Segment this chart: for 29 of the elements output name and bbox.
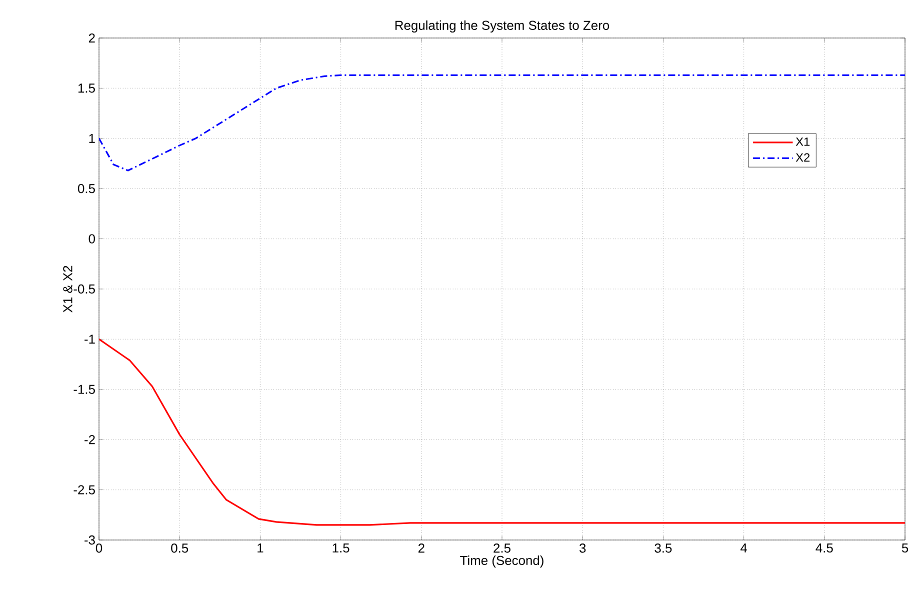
x-tick-label: 5 <box>902 544 908 553</box>
y-tick-label: -3 <box>84 535 95 545</box>
x-tick-label: 0 <box>96 544 102 553</box>
x-axis-title: Time (Second) <box>460 556 544 568</box>
x-tick-label: 3 <box>580 544 586 553</box>
y-tick-label: 2 <box>88 33 95 43</box>
y-tick-label: 1 <box>89 134 95 143</box>
y-tick-label: 1.5 <box>78 84 95 93</box>
y-tick-label: -1.5 <box>74 384 95 394</box>
x-tick-label: 1.5 <box>332 544 350 553</box>
x-tick-label: 1 <box>258 544 264 552</box>
x-tick-label: 2.5 <box>494 544 510 553</box>
y-tick-label: 0 <box>88 234 95 244</box>
x-tick-label: 0.5 <box>171 544 188 553</box>
y-axis-title: X1 & X2 <box>63 266 72 312</box>
y-tick-label: -2 <box>84 435 95 444</box>
legend-label: X2 <box>796 153 810 162</box>
legend-label: X1 <box>796 138 810 146</box>
x-tick-label: 4 <box>740 544 748 552</box>
x-tick-label: 4.5 <box>816 544 833 553</box>
line-series <box>99 74 906 172</box>
chart-title: Regulating the System States to Zero <box>395 20 610 33</box>
y-tick-label: -0.5 <box>74 284 95 294</box>
x-tick-label: 2 <box>418 544 424 553</box>
y-tick-label: 0.5 <box>78 184 95 194</box>
y-tick-label: -2.5 <box>74 485 95 494</box>
y-tick-label: -1 <box>84 334 95 344</box>
x-tick-label: 3.5 <box>654 544 672 553</box>
line-series <box>99 338 906 526</box>
